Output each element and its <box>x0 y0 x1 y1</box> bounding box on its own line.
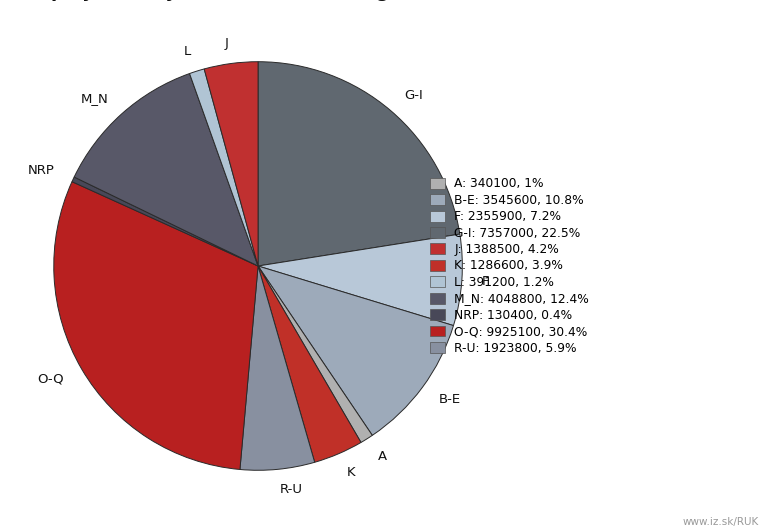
Wedge shape <box>189 69 258 266</box>
Wedge shape <box>240 266 314 470</box>
Text: O-Q: O-Q <box>38 373 64 386</box>
Wedge shape <box>258 266 454 435</box>
Wedge shape <box>258 266 361 462</box>
Text: B-E: B-E <box>439 393 461 406</box>
Text: NRP: NRP <box>27 164 55 177</box>
Wedge shape <box>204 62 258 266</box>
Text: K: K <box>346 466 355 479</box>
Text: R-U: R-U <box>280 483 303 496</box>
Wedge shape <box>72 177 258 266</box>
Wedge shape <box>258 62 460 266</box>
Wedge shape <box>54 181 258 469</box>
Wedge shape <box>74 73 258 266</box>
Wedge shape <box>258 266 372 443</box>
Wedge shape <box>258 234 462 326</box>
Text: J: J <box>224 37 228 50</box>
Text: M_N: M_N <box>81 92 108 105</box>
Text: A: A <box>378 450 387 463</box>
Legend: A: 340100, 1%, B-E: 3545600, 10.8%, F: 2355900, 7.2%, G-I: 7357000, 22.5%, J: 13: A: 340100, 1%, B-E: 3545600, 10.8%, F: 2… <box>428 175 592 357</box>
Text: G-I: G-I <box>404 89 423 102</box>
Text: F: F <box>482 275 490 288</box>
Title: Employment by sectors, United Kingdom, 2019: Employment by sectors, United Kingdom, 2… <box>20 0 496 1</box>
Text: www.iz.sk/RUK: www.iz.sk/RUK <box>682 517 759 527</box>
Text: L: L <box>184 45 191 58</box>
